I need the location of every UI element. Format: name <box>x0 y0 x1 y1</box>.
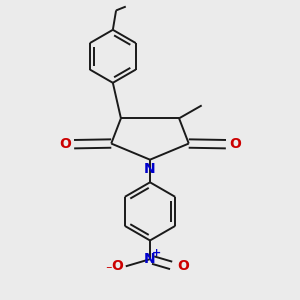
Text: O: O <box>177 259 189 273</box>
Text: N: N <box>144 162 156 176</box>
Text: +: + <box>152 248 161 258</box>
Text: O: O <box>59 136 71 151</box>
Text: O: O <box>111 259 123 273</box>
Text: ⁻: ⁻ <box>105 264 112 277</box>
Text: O: O <box>229 136 241 151</box>
Text: N: N <box>144 252 156 266</box>
